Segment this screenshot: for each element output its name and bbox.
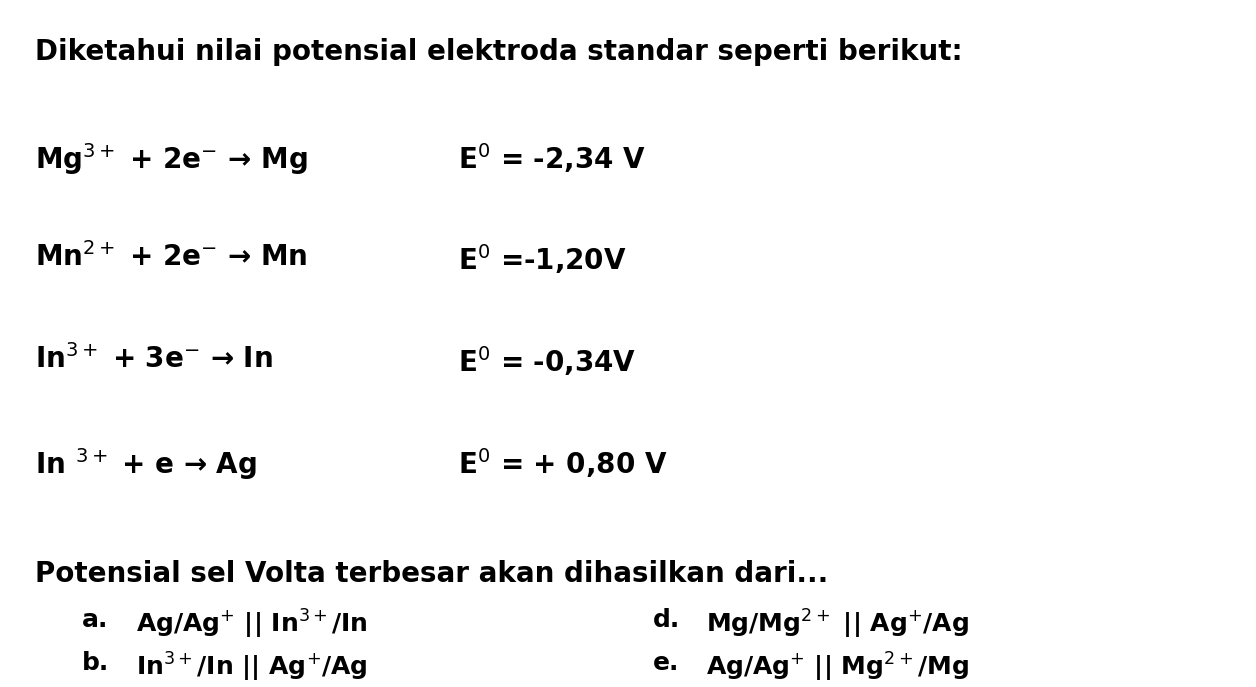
Text: Potensial sel Volta terbesar akan dihasilkan dari...: Potensial sel Volta terbesar akan dihasi… — [35, 560, 829, 588]
Text: Ag/Ag$^{+}$ || In$^{3+}$/In: Ag/Ag$^{+}$ || In$^{3+}$/In — [136, 608, 368, 641]
Text: In$^{3+}$ + 3e$^{-}$ → In: In$^{3+}$ + 3e$^{-}$ → In — [35, 344, 273, 374]
Text: a.: a. — [82, 608, 108, 632]
Text: In$^{3+}$/In || Ag$^{+}$/Ag: In$^{3+}$/In || Ag$^{+}$/Ag — [136, 651, 367, 684]
Text: e.: e. — [653, 651, 679, 675]
Text: Mg/Mg$^{2+}$ || Ag$^{+}$/Ag: Mg/Mg$^{2+}$ || Ag$^{+}$/Ag — [706, 608, 968, 641]
Text: In $^{3+}$ + e → Ag: In $^{3+}$ + e → Ag — [35, 446, 257, 482]
Text: Mg$^{3+}$ + 2e$^{-}$ → Mg: Mg$^{3+}$ + 2e$^{-}$ → Mg — [35, 141, 308, 177]
Text: E$^{0}$ = -2,34 V: E$^{0}$ = -2,34 V — [458, 141, 647, 174]
Text: E$^{0}$ = + 0,80 V: E$^{0}$ = + 0,80 V — [458, 446, 668, 480]
Text: Mn$^{2+}$ + 2e$^{-}$ → Mn: Mn$^{2+}$ + 2e$^{-}$ → Mn — [35, 243, 308, 273]
Text: d.: d. — [653, 608, 681, 632]
Text: Diketahui nilai potensial elektroda standar seperti berikut:: Diketahui nilai potensial elektroda stan… — [35, 38, 963, 66]
Text: E$^{0}$ = -0,34V: E$^{0}$ = -0,34V — [458, 344, 637, 378]
Text: b.: b. — [82, 651, 109, 675]
Text: Ag/Ag$^{+}$ || Mg$^{2+}$/Mg: Ag/Ag$^{+}$ || Mg$^{2+}$/Mg — [706, 651, 968, 684]
Text: E$^{0}$ =-1,20V: E$^{0}$ =-1,20V — [458, 243, 627, 276]
